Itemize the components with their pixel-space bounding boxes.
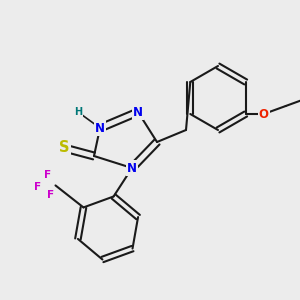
Text: N: N bbox=[127, 161, 137, 175]
Text: N: N bbox=[133, 106, 143, 118]
Text: N: N bbox=[95, 122, 105, 134]
Text: H: H bbox=[74, 107, 82, 117]
Text: F: F bbox=[34, 182, 41, 192]
Text: S: S bbox=[59, 140, 69, 155]
Text: F: F bbox=[44, 170, 51, 180]
Text: F: F bbox=[47, 190, 54, 200]
Text: O: O bbox=[259, 107, 269, 121]
